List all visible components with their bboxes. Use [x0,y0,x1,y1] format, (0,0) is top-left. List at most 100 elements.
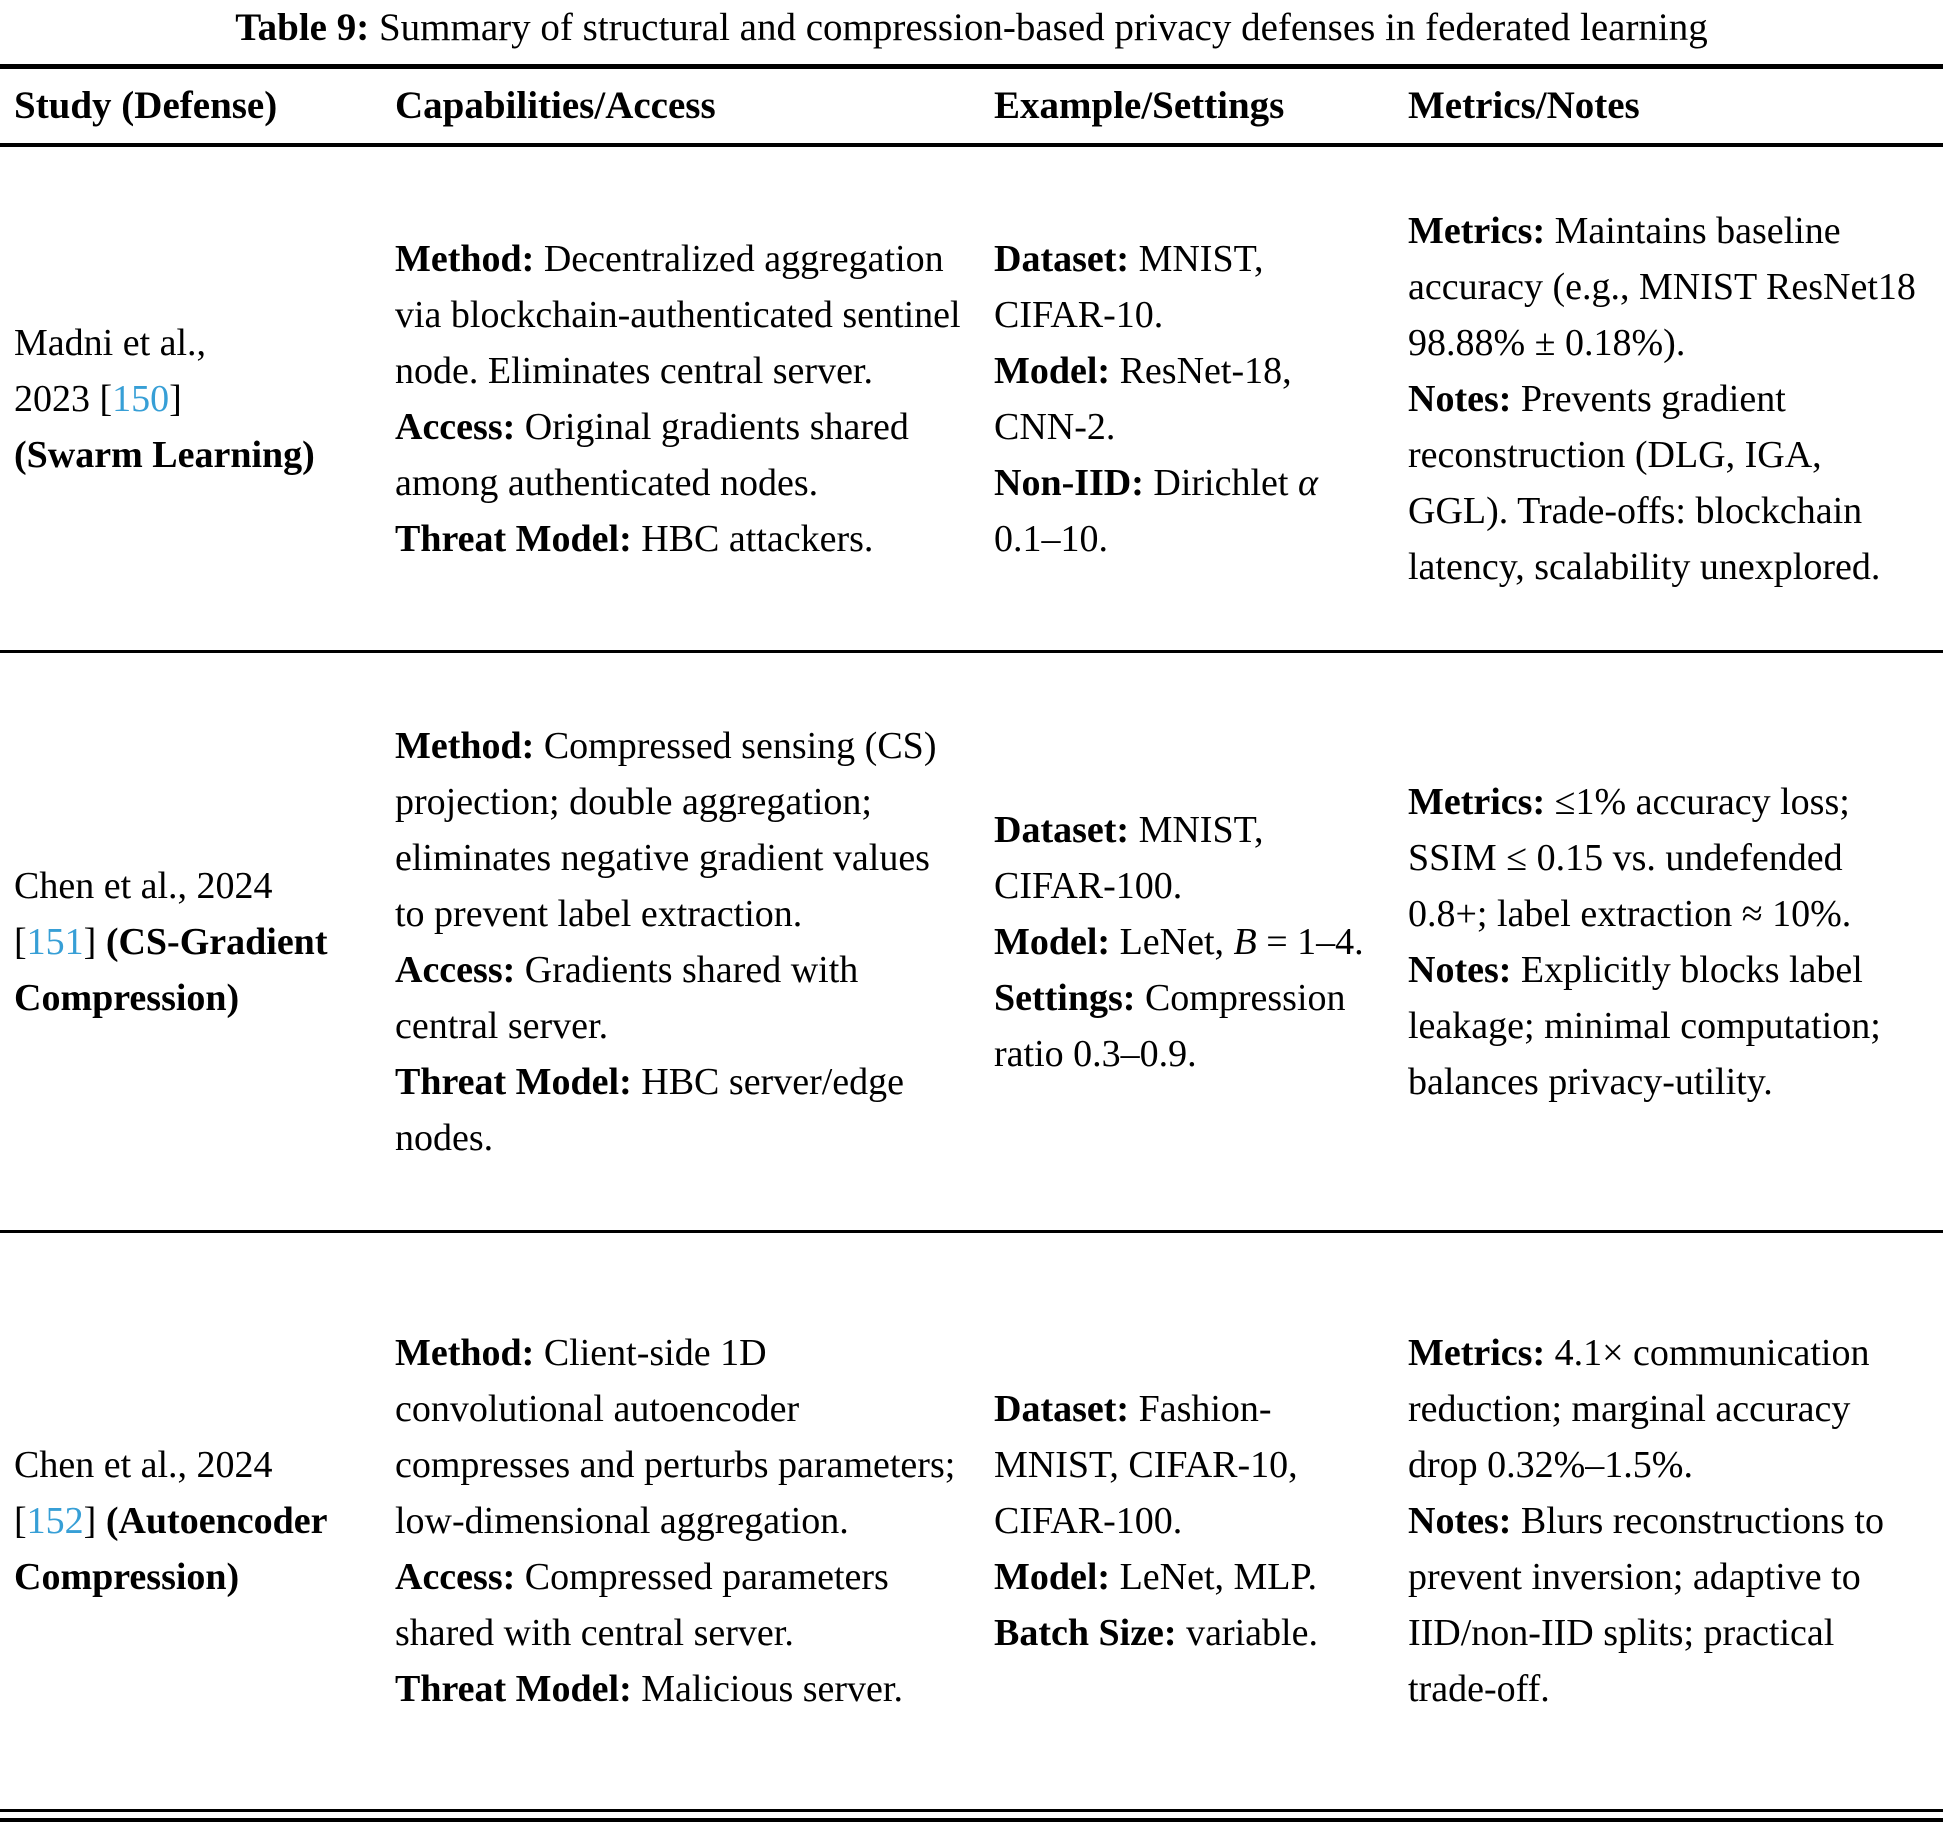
field-text: Blurs reconstructions to prevent inversi… [1408,1500,1884,1710]
field-text: 0.1–10. [994,517,1108,560]
model-paragraph: Model: ResNet-18, CNN-2. [994,343,1388,455]
study-cell: Chen et al., 2024 [152] (Autoencoder Com… [0,1437,381,1605]
field-label: Access: [395,405,516,448]
field-text: variable. [1176,1612,1318,1654]
field-label: Dataset: [994,808,1130,851]
notes-paragraph: Notes: Explicitly blocks label leakage; … [1408,942,1923,1110]
field-label: Model: [994,349,1111,392]
field-label: Metrics: [1408,1332,1546,1374]
field-label: Method: [395,237,535,280]
study-authors: Chen et al., 2024 [14,1444,273,1486]
model-paragraph: Model: LeNet, B = 1–4. [994,914,1388,970]
field-text: MNIST, CIFAR-10. [994,237,1264,336]
field-label: Batch Size: [994,1612,1177,1654]
dataset-paragraph: Dataset: MNIST, CIFAR-10. [994,231,1388,343]
metrics-paragraph: Metrics: 4.1× communication reduction; m… [1408,1325,1923,1493]
field-text: Malicious server. [631,1668,903,1710]
field-label: Dataset: [994,237,1130,280]
access-paragraph: Access: Original gradients shared among … [395,399,968,511]
field-text: Decentralized aggregation via blockchain… [395,237,961,392]
field-label: Metrics: [1408,780,1546,823]
citation-ref[interactable]: 151 [26,920,84,963]
metrics-cell: Metrics: 4.1× communication reduction; m… [1394,1325,1943,1717]
field-text: HBC attackers. [631,517,874,560]
field-text: Compressed sensing (CS) projection; doub… [395,724,937,935]
math-var-b: B [1233,920,1257,963]
table: Study (Defense) Capabilities/Access Exam… [0,64,1943,1822]
field-text: LeNet, MLP. [1110,1556,1317,1598]
notes-paragraph: Notes: Blurs reconstructions to prevent … [1408,1493,1923,1717]
field-text: ≤1% accuracy loss; SSIM ≤ 0.15 vs. undef… [1408,780,1852,935]
capabilities-cell: Method: Client-side 1D convolutional aut… [381,1325,980,1717]
field-text: HBC server/edge nodes. [395,1060,905,1159]
field-label: Threat Model: [395,1668,632,1710]
field-label: Method: [395,1332,535,1374]
field-label: Access: [395,948,516,991]
method-paragraph: Method: Decentralized aggregation via bl… [395,231,968,399]
access-paragraph: Access: Compressed parameters shared wit… [395,1549,968,1661]
field-text: ResNet-18, CNN-2. [994,349,1292,448]
field-label: Dataset: [994,1388,1130,1430]
study-text: Chen et al., 2024 [151] (CS-Gradient Com… [14,858,371,1026]
column-header-example: Example/Settings [994,84,1285,127]
example-cell: Dataset: MNIST, CIFAR-10. Model: ResNet-… [980,231,1394,567]
table-caption: Table 9: Summary of structural and compr… [0,0,1943,54]
column-header-capabilities: Capabilities/Access [395,84,716,127]
field-label: Settings: [994,976,1136,1019]
metrics-paragraph: Metrics: ≤1% accuracy loss; SSIM ≤ 0.15 … [1408,774,1923,942]
field-label: Non-IID: [994,461,1144,504]
notes-paragraph: Notes: Prevents gradient reconstruction … [1408,371,1923,595]
citation-ref[interactable]: 152 [26,1500,84,1542]
field-label: Notes: [1408,948,1512,991]
field-text: Maintains baseline accuracy (e.g., MNIST… [1408,209,1916,364]
table-caption-number: Table 9: [235,6,370,49]
field-label: Metrics: [1408,209,1546,252]
field-text: Client-side 1D convolutional autoencoder… [395,1332,956,1542]
defense-name: (Autoencoder Compression) [14,1500,328,1598]
table-bottom-rule [0,1809,1943,1822]
column-header-study: Study (Defense) [14,84,278,127]
dataset-paragraph: Dataset: Fashion-MNIST, CIFAR-10, CIFAR-… [994,1381,1388,1549]
field-label: Model: [994,920,1111,963]
field-text: Compression ratio 0.3–0.9. [994,976,1346,1075]
model-paragraph: Model: LeNet, MLP. [994,1549,1388,1605]
field-text: = 1–4. [1256,920,1364,963]
table-row: Madni et al., 2023 [150] (Swarm Learning… [0,147,1943,653]
batch-size-paragraph: Batch Size: variable. [994,1605,1388,1661]
table-row: Chen et al., 2024 [152] (Autoencoder Com… [0,1233,1943,1809]
example-cell: Dataset: MNIST, CIFAR-100. Model: LeNet,… [980,802,1394,1082]
threat-model-paragraph: Threat Model: HBC server/edge nodes. [395,1054,968,1166]
column-header-metrics: Metrics/Notes [1408,84,1640,127]
citation-bracket: ] [83,1500,106,1542]
field-text: MNIST, CIFAR-100. [994,808,1264,907]
field-text: LeNet, [1110,920,1234,963]
field-text: Explicitly blocks label leakage; minimal… [1408,948,1881,1103]
field-label: Access: [395,1556,516,1598]
threat-model-paragraph: Threat Model: Malicious server. [395,1661,968,1717]
field-text: Compressed parameters shared with centra… [395,1556,889,1654]
field-text: Fashion-MNIST, CIFAR-10, CIFAR-100. [994,1388,1298,1542]
example-cell: Dataset: Fashion-MNIST, CIFAR-10, CIFAR-… [980,1381,1394,1661]
study-authors: Chen et al., 2024 [14,864,273,907]
field-text: Gradients shared with central server. [395,948,859,1047]
study-text: Chen et al., 2024 [152] (Autoencoder Com… [14,1437,371,1605]
study-text: Madni et al., 2023 [150] (Swarm Learning… [14,315,371,483]
metrics-cell: Metrics: Maintains baseline accuracy (e.… [1394,203,1943,595]
table-caption-text: Summary of structural and compression-ba… [369,6,1708,49]
method-paragraph: Method: Client-side 1D convolutional aut… [395,1325,968,1549]
capabilities-cell: Method: Decentralized aggregation via bl… [381,231,980,567]
threat-model-paragraph: Threat Model: HBC attackers. [395,511,968,567]
field-label: Method: [395,724,535,767]
citation-bracket: [ [99,377,113,420]
citation-ref[interactable]: 150 [112,377,170,420]
citation-bracket: ] [169,377,182,420]
citation-bracket: ] [83,920,106,963]
study-cell: Chen et al., 2024 [151] (CS-Gradient Com… [0,858,381,1026]
citation-bracket: [ [14,920,27,963]
math-var-alpha: α [1297,461,1318,504]
study-authors: Madni et al., 2023 [14,321,207,420]
field-label: Notes: [1408,377,1512,420]
table-row: Chen et al., 2024 [151] (CS-Gradient Com… [0,653,1943,1233]
capabilities-cell: Method: Compressed sensing (CS) projecti… [381,718,980,1166]
